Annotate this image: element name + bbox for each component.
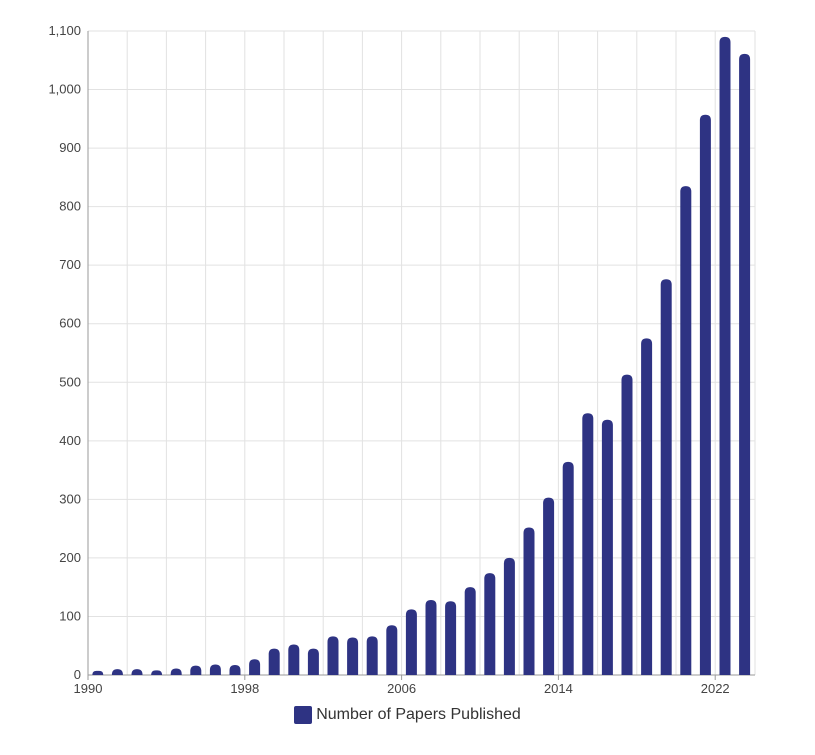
bar-2000[interactable] bbox=[288, 644, 300, 675]
y-tick-label: 1,100 bbox=[48, 23, 81, 38]
bar-2014[interactable] bbox=[562, 461, 574, 675]
x-tick-label: 2014 bbox=[544, 681, 573, 696]
x-tick-label: 2006 bbox=[387, 681, 416, 696]
bar-2008[interactable] bbox=[445, 601, 457, 675]
bar-2019[interactable] bbox=[660, 279, 672, 675]
axes bbox=[87, 31, 755, 680]
bar-2004[interactable] bbox=[366, 636, 378, 675]
bar-2016[interactable] bbox=[601, 419, 613, 675]
legend-label: Number of Papers Published bbox=[316, 706, 521, 723]
bar-1995[interactable] bbox=[190, 665, 202, 675]
legend-swatch bbox=[294, 706, 313, 724]
y-tick-label: 600 bbox=[59, 316, 81, 331]
bar-1998[interactable] bbox=[249, 659, 261, 675]
bar-1992[interactable] bbox=[131, 669, 143, 675]
bar-2015[interactable] bbox=[582, 413, 594, 675]
y-tick-label: 800 bbox=[59, 199, 81, 214]
bar-2003[interactable] bbox=[347, 637, 359, 675]
bar-1999[interactable] bbox=[268, 648, 280, 675]
bar-2005[interactable] bbox=[386, 625, 398, 675]
x-tick-label: 2022 bbox=[701, 681, 730, 696]
tick-labels: 0 100 200 300 400 500 600 700 800 900 1,000 1,100 19… bbox=[48, 23, 729, 696]
bar-1991[interactable] bbox=[111, 669, 123, 675]
bar-2022[interactable] bbox=[719, 36, 731, 675]
bar-1990[interactable] bbox=[92, 670, 104, 675]
legend[interactable]: Number of Papers Published bbox=[0, 706, 815, 724]
bar-2020[interactable] bbox=[680, 186, 692, 676]
bar-1997[interactable] bbox=[229, 665, 241, 675]
bar-2021[interactable] bbox=[699, 114, 711, 676]
bar-2007[interactable] bbox=[425, 600, 437, 675]
x-tick-label: 1998 bbox=[230, 681, 259, 696]
bar-1996[interactable] bbox=[209, 664, 221, 675]
y-tick-label: 200 bbox=[59, 550, 81, 565]
bar-2010[interactable] bbox=[484, 573, 496, 675]
bars bbox=[92, 36, 751, 676]
bar-2002[interactable] bbox=[327, 636, 339, 675]
bar-2023[interactable] bbox=[739, 53, 751, 676]
bar-2018[interactable] bbox=[641, 338, 653, 675]
bar-2001[interactable] bbox=[307, 648, 319, 675]
bar-2013[interactable] bbox=[543, 497, 555, 675]
x-tick-label: 1990 bbox=[74, 681, 103, 696]
y-tick-label: 900 bbox=[59, 140, 81, 155]
y-tick-label: 400 bbox=[59, 433, 81, 448]
y-tick-label: 0 bbox=[74, 667, 81, 682]
bar-2006[interactable] bbox=[405, 609, 417, 675]
y-tick-label: 1,000 bbox=[48, 82, 81, 97]
y-tick-label: 500 bbox=[59, 374, 81, 389]
y-tick-label: 300 bbox=[59, 491, 81, 506]
y-tick-label: 700 bbox=[59, 257, 81, 272]
grid-lines bbox=[87, 30, 756, 676]
bar-2011[interactable] bbox=[503, 557, 515, 675]
y-tick-label: 100 bbox=[59, 608, 81, 623]
bar-2012[interactable] bbox=[523, 527, 535, 675]
bar-1993[interactable] bbox=[151, 670, 163, 675]
bar-2017[interactable] bbox=[621, 374, 633, 675]
bar-2009[interactable] bbox=[464, 587, 476, 675]
bar-1994[interactable] bbox=[170, 668, 182, 675]
